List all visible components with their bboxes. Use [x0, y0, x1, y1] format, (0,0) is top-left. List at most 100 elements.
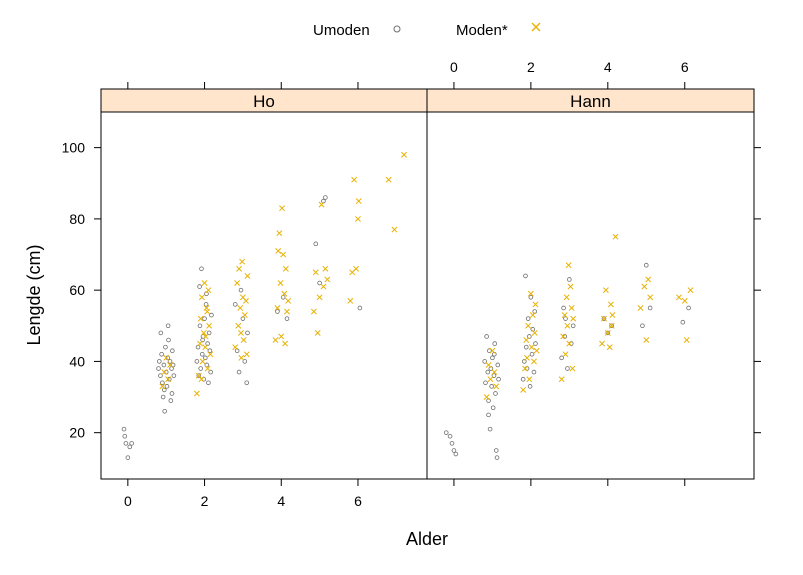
data-point-umoden — [449, 441, 455, 446]
panel-ho: Ho 0 2 4 6 — [100, 82, 428, 509]
data-point-umoden — [486, 412, 491, 418]
data-point-moden — [569, 365, 576, 372]
data-point-umoden — [647, 305, 653, 311]
data-point-umoden — [199, 351, 205, 357]
data-point-umoden — [484, 334, 489, 339]
data-point-moden — [232, 344, 239, 351]
data-point-moden — [676, 294, 682, 301]
data-point-moden — [278, 333, 285, 340]
data-point-moden — [568, 305, 575, 311]
legend-symbol-umoden — [393, 25, 401, 33]
data-point-umoden — [317, 280, 322, 286]
data-point-moden — [282, 340, 289, 347]
data-point-moden — [602, 287, 609, 294]
data-point-umoden — [492, 341, 498, 346]
data-point-moden — [520, 386, 527, 393]
data-point-umoden — [127, 444, 133, 450]
data-point-moden — [401, 151, 407, 158]
data-point-umoden — [121, 426, 127, 432]
x-tick-label: 6 — [354, 493, 362, 509]
data-point-moden — [567, 283, 574, 290]
data-point-moden — [205, 287, 212, 294]
data-point-umoden — [482, 359, 488, 364]
data-point-umoden — [453, 451, 459, 457]
x-tick-label: 4 — [604, 59, 612, 75]
data-point-umoden — [198, 366, 204, 371]
data-point-moden — [563, 294, 570, 301]
data-point-moden — [243, 351, 250, 358]
plot-layer: Ho 0 2 4 6 Hann 0 2 4 6 20 40 60 80 100 — [62, 59, 761, 509]
data-point-umoden — [163, 344, 168, 350]
data-point-moden — [687, 287, 694, 294]
data-point-umoden — [567, 277, 572, 282]
data-point-umoden — [686, 305, 691, 311]
data-point-moden — [196, 340, 203, 347]
series-umoden — [121, 195, 363, 460]
data-point-moden — [314, 329, 321, 336]
data-point-umoden — [207, 348, 213, 354]
data-point-moden — [532, 301, 539, 308]
data-point-moden — [523, 337, 530, 343]
data-point-moden — [643, 337, 650, 343]
data-point-moden — [527, 290, 534, 297]
data-point-moden — [281, 290, 288, 297]
data-point-moden — [280, 251, 287, 258]
data-point-moden — [566, 340, 573, 347]
y-tick-label: 40 — [69, 353, 85, 369]
data-point-umoden — [451, 448, 457, 453]
data-point-moden — [318, 201, 325, 208]
data-point-moden — [167, 362, 173, 368]
data-point-umoden — [206, 380, 211, 386]
data-point-umoden — [129, 441, 134, 446]
data-point-moden — [558, 376, 565, 383]
data-point-moden — [526, 376, 533, 383]
data-point-umoden — [609, 323, 614, 329]
data-point-moden — [320, 283, 327, 290]
data-point-umoden — [171, 373, 177, 378]
data-point-umoden — [284, 316, 290, 321]
panel-hann: Hann 0 2 4 6 — [426, 59, 755, 486]
data-point-umoden — [169, 391, 175, 396]
data-point-umoden — [323, 195, 328, 200]
data-point-umoden — [490, 405, 496, 411]
data-point-moden — [272, 337, 279, 343]
data-point-umoden — [483, 380, 488, 386]
data-point-moden — [275, 248, 282, 254]
data-point-moden — [561, 312, 568, 319]
data-point-umoden — [168, 398, 174, 403]
data-point-moden — [531, 329, 538, 336]
data-point-umoden — [529, 351, 535, 357]
data-point-moden — [195, 372, 202, 379]
data-point-umoden — [196, 373, 202, 378]
y-axis-label: Lengde (cm) — [24, 244, 44, 345]
data-point-moden — [681, 297, 688, 304]
data-point-umoden — [165, 323, 171, 329]
data-point-moden — [310, 308, 317, 315]
data-point-umoden — [559, 355, 564, 361]
data-point-umoden — [242, 359, 248, 364]
data-point-umoden — [166, 337, 171, 343]
data-point-moden — [524, 354, 530, 361]
y-tick-label: 20 — [69, 425, 85, 441]
data-point-moden — [562, 351, 569, 358]
data-point-umoden — [525, 316, 531, 321]
data-point-umoden — [156, 359, 162, 364]
data-point-umoden — [204, 362, 210, 368]
data-point-umoden — [485, 369, 491, 375]
data-point-umoden — [357, 305, 363, 311]
data-point-umoden — [194, 359, 200, 364]
data-point-umoden — [199, 266, 204, 272]
data-point-umoden — [160, 380, 165, 386]
data-point-umoden — [523, 344, 529, 350]
data-point-umoden — [244, 380, 250, 386]
data-point-moden — [199, 358, 206, 365]
data-point-umoden — [490, 355, 495, 361]
data-point-moden — [530, 358, 537, 365]
data-point-umoden — [125, 455, 131, 460]
data-point-umoden — [123, 441, 129, 446]
data-point-moden — [487, 376, 494, 383]
data-point-moden — [198, 376, 205, 383]
legend-label-umoden: Umoden — [313, 22, 370, 39]
data-point-moden — [609, 312, 616, 319]
